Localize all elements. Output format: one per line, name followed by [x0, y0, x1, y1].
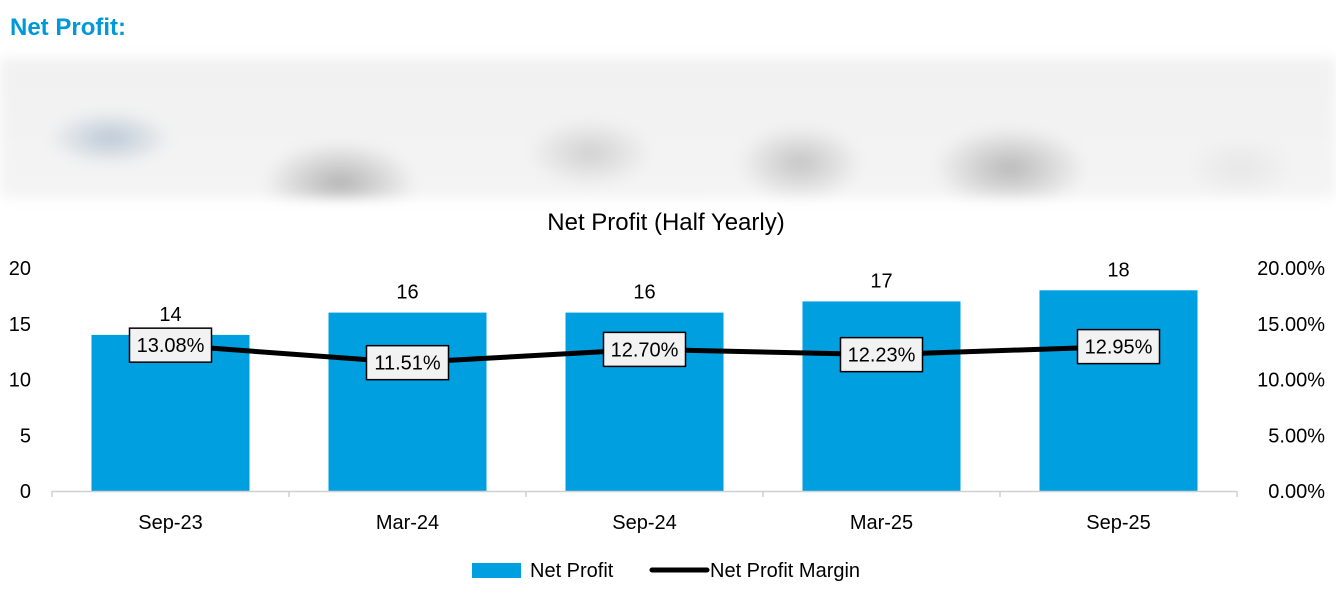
margin-label-box — [128, 327, 213, 363]
bar-mar-24 — [328, 312, 487, 491]
bar-sep-25 — [1039, 290, 1198, 491]
y-left-tick-label: 5 — [20, 425, 31, 447]
x-tick-label: Sep-24 — [612, 512, 677, 534]
margin-label-box — [1076, 328, 1161, 365]
margin-label-sep-25: 12.95% — [1076, 328, 1161, 365]
y-right-tick-label: 20.00% — [1257, 258, 1325, 280]
bar-value-label: 14 — [159, 304, 181, 326]
chart-title: Net Profit (Half Yearly) — [547, 209, 784, 236]
y-left-tick-label: 0 — [20, 481, 31, 503]
legend: Net Profit Net Profit Margin — [472, 560, 860, 582]
margin-label-box — [365, 344, 450, 381]
legend-label-net-profit: Net Profit — [530, 560, 614, 582]
y-right-tick-label: 15.00% — [1257, 314, 1325, 336]
margin-label-text: 12.70% — [611, 339, 679, 361]
bar-value-label: 16 — [633, 282, 655, 304]
margin-label-sep-23: 13.08% — [128, 327, 213, 363]
x-tick-label: Mar-24 — [376, 512, 439, 534]
x-tick-label: Sep-25 — [1086, 512, 1151, 534]
bars-layer — [91, 290, 1198, 491]
section-heading: Net Profit: — [10, 14, 126, 41]
margin-label-text: 12.95% — [1085, 337, 1153, 359]
legend-label-net-profit-margin: Net Profit Margin — [710, 560, 860, 582]
bar-value-label: 17 — [870, 270, 892, 292]
margin-label-text: 11.51% — [374, 353, 441, 375]
margin-label-sep-24: 12.70% — [602, 331, 687, 368]
y-left-tick-label: 20 — [9, 258, 31, 280]
bar-value-label: 16 — [396, 282, 418, 304]
margin-label-box — [839, 336, 924, 373]
bar-value-label: 18 — [1107, 259, 1129, 281]
margin-label-text: 12.23% — [848, 345, 916, 367]
margin-label-mar-24: 11.51% — [365, 344, 450, 381]
y-left-tick-label: 15 — [9, 314, 31, 336]
y-right-tick-label: 10.00% — [1257, 370, 1325, 392]
x-tick-label: Sep-23 — [138, 512, 203, 534]
margin-label-mar-25: 12.23% — [839, 336, 924, 373]
axis-layer: Sep-23 Mar-24 Sep-24 Mar-25 Sep-25 0 5 10 15 20 0.… — [9, 258, 1325, 534]
legend-swatch-net-profit — [472, 563, 521, 578]
margin-label-box — [602, 331, 687, 368]
y-right-tick-label: 0.00% — [1268, 481, 1325, 503]
y-right-tick-label: 5.00% — [1268, 425, 1325, 447]
x-tick-label: Mar-25 — [850, 512, 913, 534]
y-left-tick-label: 10 — [9, 370, 31, 392]
margin-label-text: 13.08% — [137, 335, 205, 357]
labels-layer: 14 16 16 17 18 13.08% 11.51% 12.70% 12.23% 12.95% — [128, 259, 1161, 381]
blurred-content-band — [0, 58, 1336, 198]
bar-mar-25 — [802, 301, 961, 491]
